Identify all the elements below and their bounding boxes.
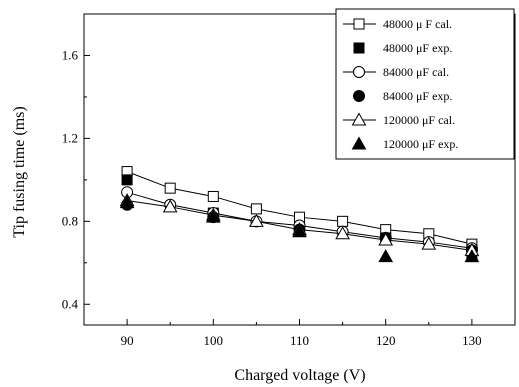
series-4-point-1 — [162, 199, 178, 213]
legend-label-3: 84000 μF exp. — [383, 89, 452, 103]
series-5-point-4 — [464, 249, 480, 263]
x-tick-label-120: 120 — [376, 333, 396, 348]
legend-box — [335, 8, 515, 160]
legend-marker-1 — [353, 42, 365, 54]
y-axis-label: Tip fusing time (ms) — [11, 106, 28, 237]
series-0-point-1 — [164, 182, 176, 194]
series-4-point-7 — [421, 236, 437, 250]
y-tick-label-1: 0.8 — [62, 213, 78, 228]
series-1-point-0 — [121, 174, 133, 186]
x-tick-label-100: 100 — [204, 333, 224, 348]
series-4-point-5 — [335, 226, 350, 240]
series-5 — [119, 195, 480, 263]
axis-layer: 90 100 110 120 130 0.4 0.8 1.2 1.6 — [62, 47, 482, 348]
x-tick-label-110: 110 — [290, 333, 309, 348]
legend-marker-2 — [353, 66, 365, 78]
series-5-point-2 — [292, 224, 307, 238]
y-tick-label-2: 1.2 — [62, 130, 78, 145]
series-5-point-3 — [378, 249, 394, 263]
legend-label-5: 120000 μF exp. — [383, 137, 458, 151]
series-4-point-3 — [249, 213, 264, 227]
legend-marker-0 — [353, 18, 365, 30]
y-tick-label-0: 0.4 — [62, 296, 79, 311]
y-tick-label-3: 1.6 — [62, 47, 79, 62]
series-0-point-2 — [207, 190, 219, 202]
series-0-point-3 — [250, 203, 262, 215]
legend: 48000 μ F cal. 48000 μF exp. 84000 μF cal.… — [335, 8, 515, 160]
series-5-point-1 — [205, 209, 221, 223]
series-layer — [119, 166, 480, 263]
x-axis-label: Charged voltage (V) — [234, 367, 365, 384]
series-0-point-5 — [337, 215, 349, 227]
x-tick-label-90: 90 — [121, 333, 134, 348]
legend-label-4: 120000 μF cal. — [383, 113, 455, 127]
x-tick-label-130: 130 — [462, 333, 482, 348]
series-4-point-6 — [378, 232, 394, 246]
legend-label-2: 84000 μF cal. — [383, 65, 449, 79]
legend-marker-3 — [353, 90, 365, 102]
legend-label-0: 48000 μ F cal. — [383, 17, 452, 31]
series-5-point-0 — [119, 195, 135, 209]
legend-marker-5 — [351, 136, 367, 150]
legend-marker-4 — [351, 112, 367, 126]
legend-label-1: 48000 μF exp. — [383, 41, 452, 55]
